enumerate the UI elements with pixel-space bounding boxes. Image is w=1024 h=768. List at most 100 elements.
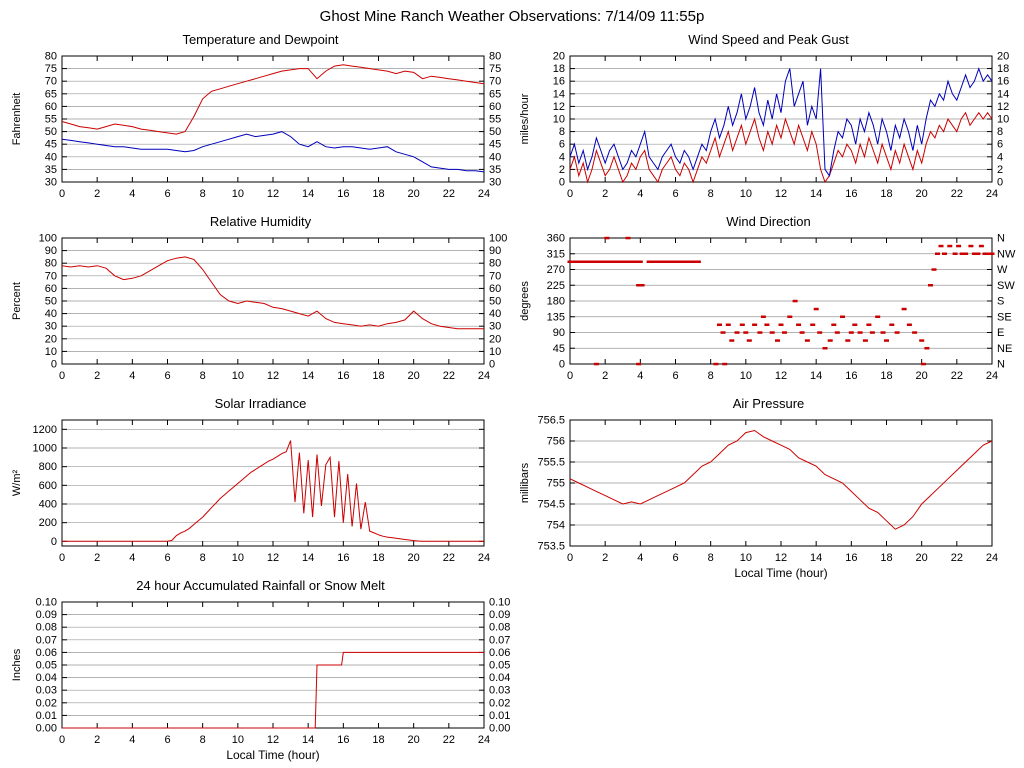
- air-pressure-plot: 0 2 4 6 8 10 12 14 16 18 20 22 24753.5754754.5755755…: [519, 415, 998, 565]
- svg-text:18: 18: [372, 188, 384, 200]
- svg-text:18: 18: [372, 734, 384, 746]
- svg-text:12: 12: [267, 734, 279, 746]
- svg-text:14: 14: [302, 370, 314, 382]
- svg-text:0.02: 0.02: [36, 697, 57, 709]
- svg-text:10: 10: [232, 734, 244, 746]
- svg-text:90: 90: [489, 245, 501, 257]
- svg-text:6: 6: [164, 188, 170, 200]
- svg-text:0.01: 0.01: [489, 710, 510, 722]
- svg-text:12: 12: [775, 188, 787, 200]
- wind-direction-point: [799, 331, 805, 334]
- wind-direction-point: [928, 284, 933, 287]
- svg-text:6: 6: [672, 188, 678, 200]
- svg-text:22: 22: [443, 734, 455, 746]
- wind-direction-point: [695, 260, 701, 263]
- svg-text:22: 22: [443, 370, 455, 382]
- wind-direction-point: [952, 252, 958, 255]
- wind-direction-point: [924, 347, 930, 350]
- Temperature-line: [61, 64, 485, 135]
- svg-text:100: 100: [489, 233, 507, 245]
- chart-title-solar-irradiance: Solar Irradiance: [214, 396, 307, 411]
- wind-direction-point: [639, 284, 645, 287]
- svg-text:miles/hour: miles/hour: [519, 93, 531, 144]
- svg-text:2: 2: [559, 164, 565, 176]
- svg-text:10: 10: [740, 552, 752, 564]
- svg-text:4: 4: [637, 552, 643, 564]
- wind-direction-point: [813, 307, 819, 311]
- Dewpoint-line: [61, 131, 485, 173]
- wind-direction-point: [787, 315, 793, 318]
- svg-text:180: 180: [547, 296, 565, 308]
- svg-text:70: 70: [489, 270, 501, 282]
- svg-text:135: 135: [547, 311, 565, 323]
- svg-text:18: 18: [372, 552, 384, 564]
- svg-text:754: 754: [547, 520, 565, 532]
- svg-text:millibars: millibars: [519, 462, 531, 503]
- svg-text:70: 70: [45, 270, 57, 282]
- svg-text:Percent: Percent: [11, 282, 23, 320]
- svg-text:40: 40: [489, 308, 501, 320]
- svg-text:10: 10: [997, 114, 1009, 126]
- chart-title-accumulated-rainfall: 24 hour Accumulated Rainfall or Snow Mel…: [136, 578, 385, 593]
- svg-text:16: 16: [337, 188, 349, 200]
- svg-text:12: 12: [775, 370, 787, 382]
- wind-direction-point: [671, 260, 677, 263]
- svg-text:22: 22: [951, 552, 963, 564]
- svg-text:2: 2: [94, 370, 100, 382]
- page-title: Ghost Mine Ranch Weather Observations: 7…: [319, 8, 705, 25]
- svg-text:0.10: 0.10: [36, 597, 57, 609]
- svg-text:0.08: 0.08: [489, 622, 510, 634]
- wind-direction-point: [734, 331, 740, 334]
- svg-text:0: 0: [489, 359, 495, 371]
- wind-direction-point: [764, 323, 770, 326]
- solar-irradiance-plot: 0 2 4 6 8 10 12 14 16 18 20 22 240200400600800100012…: [11, 419, 490, 564]
- svg-text:14: 14: [553, 88, 565, 100]
- svg-text:60: 60: [45, 101, 57, 113]
- svg-text:8: 8: [708, 552, 714, 564]
- wind-direction-point: [796, 323, 802, 326]
- svg-text:2: 2: [602, 370, 608, 382]
- svg-text:100: 100: [39, 233, 57, 245]
- wind-direction-point: [667, 260, 673, 263]
- svg-text:20: 20: [489, 333, 501, 345]
- svg-text:45: 45: [489, 139, 501, 151]
- svg-text:70: 70: [489, 76, 501, 88]
- svg-text:10: 10: [232, 370, 244, 382]
- svg-text:55: 55: [45, 114, 57, 126]
- svg-text:18: 18: [372, 370, 384, 382]
- svg-text:16: 16: [337, 734, 349, 746]
- chart-wind-speed-gust: Wind Speed and Peak Gust 0 2 4 6 8 10 12 14 16 18…: [516, 30, 1021, 202]
- chart-relative-humidity: Relative Humidity 0 2 4 6 8 10 12 14 16 18 20 22 24 0…: [8, 212, 513, 384]
- svg-text:14: 14: [810, 552, 822, 564]
- wind-direction-point: [975, 252, 981, 255]
- wind-direction-point: [857, 331, 863, 334]
- wind-direction-point: [570, 260, 576, 263]
- svg-text:10: 10: [45, 346, 57, 358]
- wind-direction-point: [956, 244, 962, 248]
- svg-text:4: 4: [129, 370, 135, 382]
- svg-text:70: 70: [45, 76, 57, 88]
- svg-text:360: 360: [547, 233, 565, 245]
- svg-text:0: 0: [559, 359, 565, 371]
- svg-text:12: 12: [775, 552, 787, 564]
- svg-text:0.06: 0.06: [489, 647, 510, 659]
- svg-text:24: 24: [478, 734, 490, 746]
- svg-text:755.5: 755.5: [537, 457, 565, 469]
- svg-text:degrees: degrees: [519, 281, 531, 321]
- svg-text:0.09: 0.09: [36, 609, 57, 621]
- wind-direction-point: [817, 331, 823, 334]
- svg-text:0: 0: [59, 188, 65, 200]
- svg-text:0.03: 0.03: [489, 685, 510, 697]
- wind-direction-point: [822, 347, 828, 350]
- svg-text:4: 4: [637, 188, 643, 200]
- svg-text:22: 22: [951, 188, 963, 200]
- svg-text:30: 30: [45, 177, 57, 189]
- chart-title-temperature-dewpoint: Temperature and Dewpoint: [182, 32, 339, 47]
- wind-direction-point: [875, 315, 881, 318]
- svg-text:6: 6: [672, 370, 678, 382]
- svg-text:0: 0: [567, 188, 573, 200]
- wind-direction-point: [625, 236, 631, 240]
- svg-text:12: 12: [267, 370, 279, 382]
- svg-text:0.03: 0.03: [36, 685, 57, 697]
- wind-direction-point: [845, 339, 851, 342]
